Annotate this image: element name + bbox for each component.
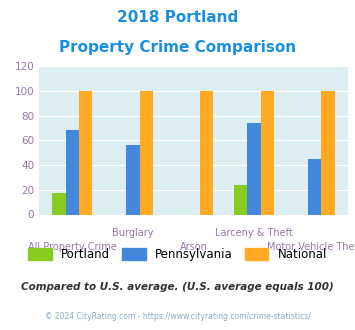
Bar bbox=[79, 91, 92, 214]
Bar bbox=[308, 159, 321, 214]
Text: © 2024 CityRating.com - https://www.cityrating.com/crime-statistics/: © 2024 CityRating.com - https://www.city… bbox=[45, 312, 310, 321]
Text: Larceny & Theft: Larceny & Theft bbox=[215, 228, 293, 238]
Bar bbox=[140, 91, 153, 214]
Bar bbox=[247, 123, 261, 214]
Text: Compared to U.S. average. (U.S. average equals 100): Compared to U.S. average. (U.S. average … bbox=[21, 282, 334, 292]
Bar bbox=[234, 185, 247, 214]
Text: Motor Vehicle Theft: Motor Vehicle Theft bbox=[267, 242, 355, 252]
Bar bbox=[53, 193, 66, 214]
Bar bbox=[261, 91, 274, 214]
Text: Burglary: Burglary bbox=[112, 228, 154, 238]
Text: Arson: Arson bbox=[180, 242, 207, 252]
Text: Property Crime Comparison: Property Crime Comparison bbox=[59, 40, 296, 54]
Legend: Portland, Pennsylvania, National: Portland, Pennsylvania, National bbox=[23, 244, 332, 266]
Bar bbox=[126, 145, 140, 214]
Text: 2018 Portland: 2018 Portland bbox=[117, 10, 238, 25]
Bar bbox=[66, 130, 79, 214]
Text: All Property Crime: All Property Crime bbox=[28, 242, 117, 252]
Bar bbox=[321, 91, 334, 214]
Bar bbox=[200, 91, 213, 214]
